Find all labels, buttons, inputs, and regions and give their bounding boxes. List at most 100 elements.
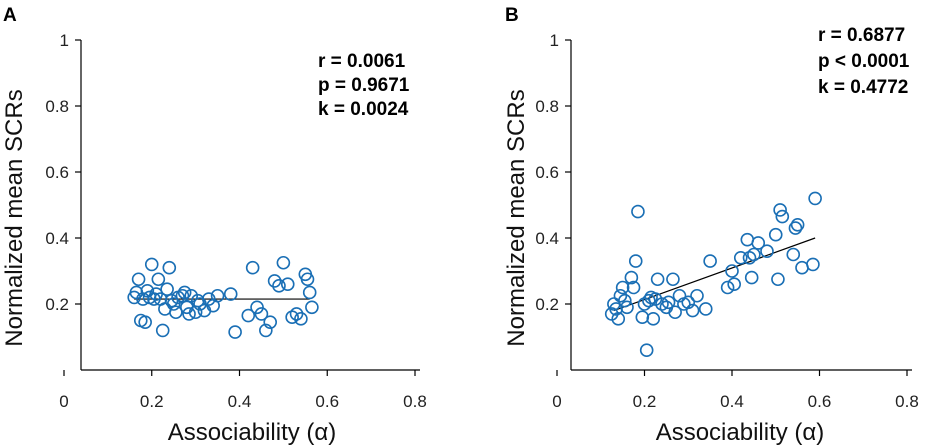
- y-tick-label: 1: [60, 31, 69, 50]
- x-tick-label: 0.4: [720, 392, 744, 411]
- data-point: [742, 250, 757, 265]
- y-tick-label: 0.8: [45, 97, 69, 116]
- data-point: [703, 254, 717, 268]
- data-point: [620, 300, 634, 315]
- data-point: [681, 295, 696, 310]
- data-point: [747, 247, 761, 262]
- data-point: [725, 264, 739, 278]
- x-tick-label: 0.2: [633, 392, 657, 411]
- data-point: [613, 288, 628, 303]
- data-point: [138, 315, 152, 329]
- x-tick-label: 0.6: [808, 392, 832, 411]
- data-point: [690, 288, 704, 303]
- stat-p: p < 0.0001: [818, 51, 910, 72]
- x-tick-label: 0: [552, 392, 561, 411]
- stat-r: r = 0.0061: [318, 51, 406, 72]
- data-point: [775, 209, 790, 224]
- y-axis-title: Normalized mean SCRs: [503, 89, 530, 346]
- panel-label: A: [3, 5, 17, 26]
- data-point: [773, 203, 787, 217]
- data-point: [650, 272, 665, 287]
- y-tick-label: 0.6: [45, 163, 69, 182]
- data-point: [169, 305, 183, 320]
- data-point: [223, 287, 238, 301]
- stat-k: k = 0.4772: [818, 77, 908, 98]
- panel-b: B Normalized mean SCRs Associability (α)…: [503, 5, 919, 446]
- y-tick-label: 0.6: [535, 163, 559, 182]
- data-point: [720, 280, 735, 295]
- data-point: [259, 323, 273, 338]
- data-point: [263, 315, 278, 329]
- data-point: [733, 250, 748, 265]
- x-tick-label: 0.6: [315, 392, 339, 411]
- data-point: [267, 274, 282, 288]
- data-point: [241, 308, 256, 323]
- stat-k: k = 0.0024: [318, 99, 409, 120]
- data-point: [131, 272, 146, 287]
- data-point: [615, 280, 630, 295]
- data-point: [245, 260, 260, 275]
- data-point: [635, 310, 650, 325]
- data-point: [685, 303, 700, 318]
- data-point: [609, 302, 623, 316]
- data-point: [272, 279, 286, 293]
- data-point: [661, 295, 676, 310]
- y-tick-label: 0.4: [535, 229, 559, 248]
- data-point: [642, 293, 656, 308]
- data-point: [744, 270, 759, 285]
- data-point: [624, 270, 639, 285]
- data-point: [628, 254, 643, 268]
- data-point: [646, 312, 661, 326]
- y-tick-label: 0.2: [45, 295, 69, 314]
- data-point: [160, 282, 174, 296]
- panel-label: B: [505, 5, 519, 26]
- data-point: [228, 325, 242, 339]
- y-tick-label: 0.2: [535, 295, 559, 314]
- data-point: [289, 307, 304, 321]
- data-point: [698, 302, 713, 316]
- data-point: [751, 236, 766, 250]
- data-point: [155, 323, 170, 338]
- y-tick-label: 0.4: [45, 229, 69, 248]
- x-tick-label: 0.4: [228, 392, 252, 411]
- data-point: [618, 293, 632, 308]
- data-point: [626, 280, 641, 295]
- data-point: [672, 288, 687, 303]
- data-point: [771, 272, 785, 287]
- data-point: [666, 272, 680, 287]
- x-tick-label: 0: [59, 392, 68, 411]
- data-point: [144, 257, 159, 272]
- data-point: [760, 244, 774, 258]
- data-point: [210, 288, 225, 303]
- data-point: [655, 297, 669, 311]
- data-point: [162, 260, 177, 275]
- data-point: [151, 272, 166, 287]
- data-point: [639, 343, 654, 358]
- stat-p: p = 0.9671: [318, 75, 410, 96]
- data-point: [294, 312, 308, 326]
- data-point: [149, 287, 163, 301]
- data-point: [175, 288, 190, 303]
- regression-line: [613, 237, 816, 312]
- stat-r: r = 0.6877: [818, 25, 905, 46]
- data-point: [808, 191, 822, 206]
- x-tick-label: 0.8: [895, 392, 919, 411]
- data-point: [285, 310, 299, 325]
- x-axis-title: Associability (α): [656, 419, 825, 446]
- data-point: [136, 292, 150, 306]
- data-point: [280, 277, 295, 292]
- data-point: [786, 247, 801, 262]
- data-point: [790, 218, 805, 232]
- data-point: [302, 285, 317, 300]
- x-tick-label: 0.8: [403, 392, 427, 411]
- data-point: [631, 204, 645, 219]
- data-point: [182, 307, 196, 321]
- y-tick-label: 0.8: [535, 97, 559, 116]
- data-point: [305, 300, 319, 315]
- data-point: [788, 221, 803, 235]
- y-axis-title: Normalized mean SCRs: [1, 89, 28, 346]
- data-point: [276, 255, 291, 270]
- data-point: [768, 227, 783, 242]
- x-axis-title: Associability (α): [168, 419, 337, 446]
